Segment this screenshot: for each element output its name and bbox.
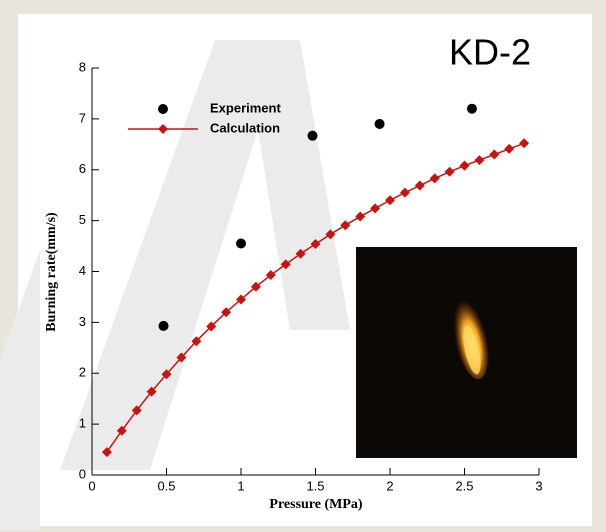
chart-title: KD-2	[449, 32, 531, 73]
point	[310, 239, 321, 250]
y-tick-label: 1	[79, 416, 86, 431]
point	[236, 294, 246, 305]
x-axis-label: Pressure (MPa)	[269, 497, 363, 512]
point	[206, 321, 217, 332]
point	[385, 195, 395, 206]
y-tick-label: 4	[79, 263, 86, 278]
point	[340, 220, 351, 231]
point	[221, 307, 232, 318]
point	[280, 259, 291, 270]
point	[161, 369, 172, 380]
point	[519, 138, 530, 149]
point	[399, 187, 410, 198]
point	[236, 238, 246, 249]
point	[459, 160, 470, 171]
legend-label: Experiment	[210, 100, 281, 115]
inset-photo	[356, 247, 577, 458]
point	[295, 248, 306, 259]
point	[374, 118, 385, 129]
point	[355, 211, 366, 222]
y-tick-label: 6	[79, 161, 86, 176]
x-tick-label: 0.5	[157, 478, 175, 493]
point	[158, 320, 169, 331]
x-tick-label: 1.5	[306, 478, 324, 493]
legend-label: Calculation	[210, 120, 280, 135]
x-tick-label: 3	[535, 478, 542, 493]
x-tick-label: 2.5	[455, 478, 473, 493]
legend-marker	[158, 104, 168, 114]
y-axis-label: Burning rate(mm/s)	[44, 212, 59, 332]
point	[370, 203, 381, 214]
y-tick-label: 3	[79, 314, 86, 329]
point	[131, 405, 142, 416]
x-tick-label: 1	[237, 478, 244, 493]
point	[489, 149, 500, 160]
legend-marker	[158, 124, 168, 134]
y-tick-label: 7	[79, 110, 86, 125]
point	[466, 103, 477, 114]
point	[176, 352, 187, 363]
point	[444, 166, 455, 177]
point	[116, 425, 127, 436]
point	[429, 173, 440, 184]
y-tick-label: 5	[79, 212, 86, 227]
point	[474, 155, 485, 166]
y-tick-label: 0	[79, 466, 86, 481]
x-tick-label: 2	[386, 478, 393, 493]
point	[307, 130, 318, 141]
x-tick-label: 0	[88, 478, 95, 493]
series	[101, 138, 530, 458]
point	[191, 336, 202, 347]
series	[158, 103, 477, 331]
y-tick-label: 2	[79, 365, 86, 380]
watermark	[0, 250, 40, 530]
point	[101, 447, 112, 458]
point	[146, 386, 157, 397]
watermark	[60, 40, 350, 470]
point	[414, 180, 425, 191]
point	[325, 229, 336, 240]
point	[265, 270, 276, 281]
y-tick-label: 8	[79, 59, 86, 74]
point	[250, 281, 261, 292]
point	[504, 143, 515, 154]
